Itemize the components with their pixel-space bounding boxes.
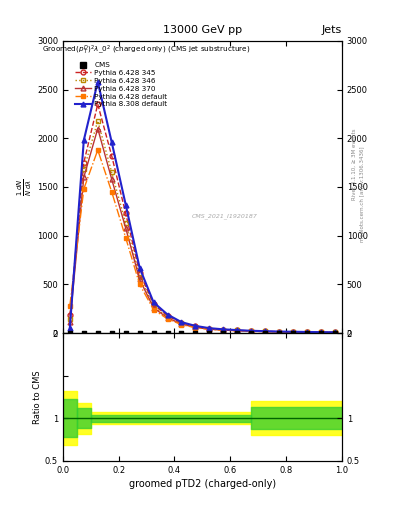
- Text: Rivet 3.1.10, ≥ 3M events: Rivet 3.1.10, ≥ 3M events: [352, 128, 357, 200]
- Text: CMS_2021_I1920187: CMS_2021_I1920187: [192, 214, 258, 219]
- Point: [192, 328, 198, 336]
- Point: [123, 328, 129, 336]
- Point: [67, 328, 73, 336]
- Text: Jets: Jets: [321, 25, 342, 35]
- Point: [81, 328, 87, 336]
- Point: [234, 328, 241, 336]
- Text: Groomed$(p_T^D)^2\lambda\_0^2$ (charged only) (CMS jet substructure): Groomed$(p_T^D)^2\lambda\_0^2$ (charged …: [42, 44, 251, 57]
- Y-axis label: $\frac{1}{N}\frac{dN}{d\lambda}$: $\frac{1}{N}\frac{dN}{d\lambda}$: [16, 178, 34, 196]
- Point: [220, 328, 226, 336]
- Point: [304, 328, 310, 336]
- Text: mcplots.cern.ch [arXiv:1306.3436]: mcplots.cern.ch [arXiv:1306.3436]: [360, 147, 365, 242]
- Point: [290, 328, 296, 336]
- Point: [206, 328, 213, 336]
- Text: 13000 GeV pp: 13000 GeV pp: [163, 25, 242, 35]
- Point: [262, 328, 268, 336]
- Point: [136, 328, 143, 336]
- Point: [332, 328, 338, 336]
- Point: [248, 328, 254, 336]
- Point: [151, 328, 157, 336]
- Point: [178, 328, 185, 336]
- Point: [318, 328, 324, 336]
- X-axis label: groomed pTD2 (charged-only): groomed pTD2 (charged-only): [129, 479, 276, 489]
- Point: [95, 328, 101, 336]
- Y-axis label: Ratio to CMS: Ratio to CMS: [33, 370, 42, 424]
- Point: [164, 328, 171, 336]
- Point: [108, 328, 115, 336]
- Legend: CMS, Pythia 6.428 345, Pythia 6.428 346, Pythia 6.428 370, Pythia 6.428 default,: CMS, Pythia 6.428 345, Pythia 6.428 346,…: [72, 59, 171, 110]
- Point: [276, 328, 282, 336]
